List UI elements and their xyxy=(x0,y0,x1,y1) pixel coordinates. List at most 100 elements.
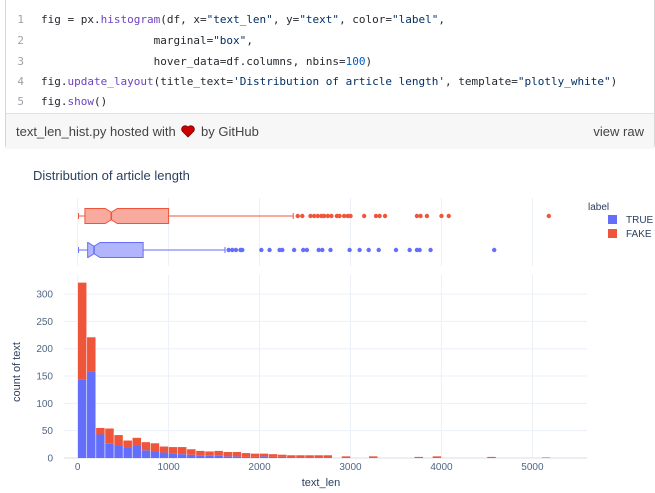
histogram-bar xyxy=(314,457,323,458)
code-token: ) xyxy=(610,75,618,88)
x-tick-label: 1000 xyxy=(157,462,180,473)
code-line: 1 fig = px.histogram(df, x="text_len", y… xyxy=(6,10,654,30)
histogram-bar xyxy=(123,447,132,458)
histogram-bar xyxy=(305,455,314,458)
box-outlier-point xyxy=(280,247,285,253)
code-token: ) xyxy=(365,55,373,68)
histogram-bar xyxy=(250,453,260,457)
box-outlier-point xyxy=(259,247,264,253)
legend-item-fake[interactable]: FAKE xyxy=(608,229,652,240)
box-outlier-point xyxy=(230,247,235,253)
histogram-bar xyxy=(132,445,142,458)
box-outlier-point xyxy=(393,247,399,253)
histogram-bar xyxy=(287,457,296,458)
box-outlier-point xyxy=(337,213,342,219)
line-number: 1 xyxy=(17,13,24,26)
histogram-bar xyxy=(87,371,96,458)
box-outlier-point xyxy=(424,213,430,219)
histogram-bar xyxy=(105,443,114,458)
gist-filename-link[interactable]: text_len_hist.py xyxy=(16,124,107,139)
histogram-bar xyxy=(278,456,287,458)
code-token: "label" xyxy=(392,13,439,26)
y-tick-label: 300 xyxy=(36,290,53,301)
by-text: by xyxy=(200,124,215,139)
y-tick-label: 250 xyxy=(36,317,53,328)
code-token: "text_len" xyxy=(206,13,273,26)
github-link[interactable]: GitHub xyxy=(218,124,259,139)
box-outlier-point xyxy=(492,247,497,253)
box-outlier-point xyxy=(361,213,367,219)
y-tick-label: 50 xyxy=(42,426,54,437)
box-outlier-point xyxy=(373,213,379,219)
histogram-bar xyxy=(369,457,378,458)
histogram-bar xyxy=(232,451,242,457)
histogram-bar xyxy=(205,455,214,458)
box-body xyxy=(84,208,170,224)
box-outlier-point xyxy=(414,213,420,219)
histogram-bar xyxy=(150,443,160,452)
line-number: 5 xyxy=(17,95,24,108)
x-tick-label: 0 xyxy=(75,462,81,473)
histogram-bar xyxy=(414,456,423,458)
histogram-bar xyxy=(314,455,323,458)
box-outlier-point xyxy=(407,247,412,253)
code-token: (title_text= xyxy=(153,75,234,88)
x-axis-title: text_len xyxy=(302,477,341,489)
box-outlier-point xyxy=(357,247,362,253)
box-outlier-point xyxy=(428,247,433,253)
view-raw-link[interactable]: view raw xyxy=(593,124,644,139)
histogram-bar xyxy=(141,442,151,451)
box-outlier-point xyxy=(291,247,297,253)
box-outlier-point xyxy=(546,213,551,219)
code-token: fig = px. xyxy=(41,13,101,26)
x-tick-label: 5000 xyxy=(521,462,544,473)
histogram-bar xyxy=(214,455,223,458)
code-token: , template= xyxy=(445,75,518,88)
box-outlier-point xyxy=(439,213,444,219)
histogram-bar xyxy=(241,456,251,458)
heart-icon xyxy=(181,125,196,138)
code-token: "box" xyxy=(213,34,247,47)
histogram-bar xyxy=(132,437,142,446)
box-outlier-point xyxy=(377,213,382,219)
box-outlier-point xyxy=(366,247,371,253)
histogram-bar xyxy=(77,282,87,380)
code-text: marginal="box", xyxy=(41,31,253,51)
x-tick-label: 3000 xyxy=(339,462,362,473)
code-text: fig.show() xyxy=(41,92,107,112)
code-token: (df, x= xyxy=(160,13,207,26)
code-block: 1 fig = px.histogram(df, x="text_len", y… xyxy=(6,0,654,113)
histogram-bar xyxy=(259,453,269,457)
histogram-bar xyxy=(296,457,305,458)
histogram-bar xyxy=(250,456,260,458)
code-token: , color= xyxy=(339,13,393,26)
histogram-bar xyxy=(168,453,178,458)
legend-swatch xyxy=(608,215,617,224)
code-token: , y= xyxy=(272,13,300,26)
box-outlier-point xyxy=(418,213,423,219)
histogram-bar xyxy=(96,434,105,458)
histogram-gridlines xyxy=(64,275,587,459)
histogram-bar xyxy=(323,455,333,458)
histogram-bar xyxy=(114,445,123,458)
histogram-bar xyxy=(177,447,187,455)
box-outlier-point xyxy=(329,213,334,219)
y-tick-label: 100 xyxy=(36,399,53,410)
gist-meta-bar: text_len_hist.py hosted with by GitHub v… xyxy=(6,113,654,149)
histogram-bar xyxy=(305,457,314,458)
y-tick-label: 0 xyxy=(47,454,53,465)
legend-item-true[interactable]: TRUE xyxy=(608,215,654,226)
histogram-bar xyxy=(487,456,496,458)
histogram-bar xyxy=(168,447,178,454)
box-outlier-point xyxy=(382,213,388,219)
code-text: fig.update_layout(title_text='Distributi… xyxy=(41,72,617,92)
x-tick-label: 4000 xyxy=(430,462,453,473)
code-token: show xyxy=(67,95,95,108)
histogram-bar xyxy=(541,457,551,458)
histogram-bar xyxy=(150,451,160,458)
chart-title: Distribution of article length xyxy=(33,168,190,183)
line-number: 2 xyxy=(17,34,24,47)
box-outlier-point xyxy=(347,247,352,253)
box-outlier-point xyxy=(308,213,313,219)
histogram-bar xyxy=(487,457,496,458)
